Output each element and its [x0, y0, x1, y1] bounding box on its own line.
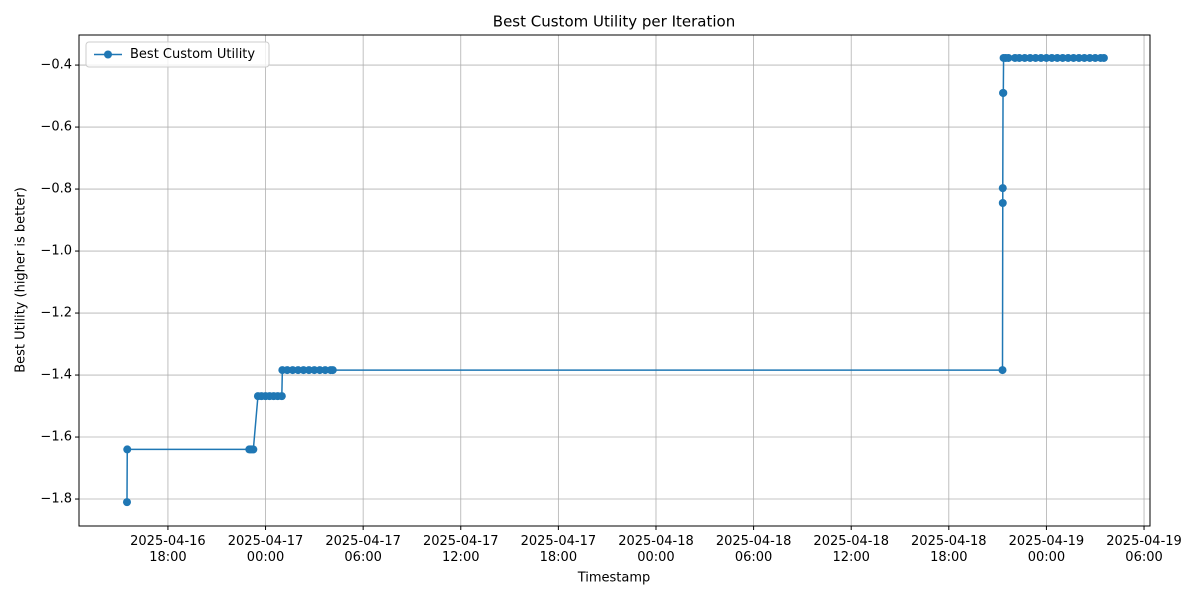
x-tick-label-line: 00:00 — [1028, 550, 1065, 565]
x-tick-label: 2025-04-17 00:00 — [228, 534, 304, 565]
x-tick-label-line: 2025-04-18 — [618, 534, 694, 549]
x-tick-label: 2025-04-18 06:00 — [716, 534, 792, 565]
legend-marker — [104, 50, 112, 59]
x-tick-label-line: 06:00 — [344, 550, 381, 565]
y-tick-label: −1.8 — [40, 492, 72, 507]
data-point — [328, 366, 337, 375]
x-tick-label: 2025-04-17 18:00 — [521, 534, 597, 565]
data-point — [123, 445, 132, 454]
x-tick-label-line: 2025-04-17 — [423, 534, 499, 549]
x-tick-label-line: 2025-04-18 — [813, 534, 889, 549]
x-tick-label: 2025-04-17 12:00 — [423, 534, 499, 565]
legend-label: Best Custom Utility — [130, 47, 255, 62]
y-axis-label: Best Utility (higher is better) — [14, 187, 29, 373]
x-tick-label-line: 2025-04-17 — [521, 534, 597, 549]
data-point — [1099, 53, 1108, 62]
data-point — [998, 366, 1007, 375]
x-tick-label-line: 12:00 — [832, 550, 869, 565]
x-tick-label-line: 2025-04-19 — [1009, 534, 1085, 549]
x-tick-label-line: 2025-04-18 — [911, 534, 987, 549]
x-tick-label: 2025-04-18 12:00 — [813, 534, 889, 565]
legend-box — [85, 41, 270, 68]
data-point — [998, 184, 1007, 193]
data-point — [277, 392, 286, 401]
x-tick-label-line: 00:00 — [637, 550, 674, 565]
x-tick-label-line: 2025-04-18 — [716, 534, 792, 549]
plot-frame — [78, 34, 1151, 527]
x-tick-label: 2025-04-19 06:00 — [1106, 534, 1182, 565]
y-tick-label: −0.6 — [40, 120, 72, 135]
x-tick-label-line: 06:00 — [735, 550, 772, 565]
x-tick-label-line: 2025-04-19 — [1106, 534, 1182, 549]
y-tick-label: −1.2 — [40, 306, 72, 321]
x-tick-label: 2025-04-17 06:00 — [325, 534, 401, 565]
x-tick-label-line: 2025-04-16 — [130, 534, 206, 549]
x-tick-label: 2025-04-18 18:00 — [911, 534, 987, 565]
x-tick-label: 2025-04-18 00:00 — [618, 534, 694, 565]
x-tick-label-line: 06:00 — [1125, 550, 1162, 565]
x-tick-label-line: 2025-04-17 — [325, 534, 401, 549]
x-axis-label: Timestamp — [577, 571, 651, 586]
x-tick-label-line: 18:00 — [149, 550, 186, 565]
x-tick-label-line: 00:00 — [247, 550, 284, 565]
x-tick-label: 2025-04-19 00:00 — [1009, 534, 1085, 565]
x-tick-label-line: 18:00 — [540, 550, 577, 565]
data-point — [999, 88, 1008, 97]
x-tick-label-line: 12:00 — [442, 550, 479, 565]
y-tick-label: −1.6 — [40, 430, 72, 445]
x-tick-label: 2025-04-16 18:00 — [130, 534, 206, 565]
y-tick-label: −1.4 — [40, 368, 72, 383]
y-tick-label: −0.4 — [40, 58, 72, 73]
chart-title: Best Custom Utility per Iteration — [493, 13, 735, 31]
y-tick-label: −0.8 — [40, 182, 72, 197]
data-point — [249, 445, 258, 454]
data-point — [1004, 53, 1013, 62]
x-tick-label-line: 2025-04-17 — [228, 534, 304, 549]
data-point — [998, 199, 1007, 208]
x-tick-label-line: 18:00 — [930, 550, 967, 565]
data-point — [122, 498, 131, 507]
y-tick-label: −1.0 — [40, 244, 72, 259]
